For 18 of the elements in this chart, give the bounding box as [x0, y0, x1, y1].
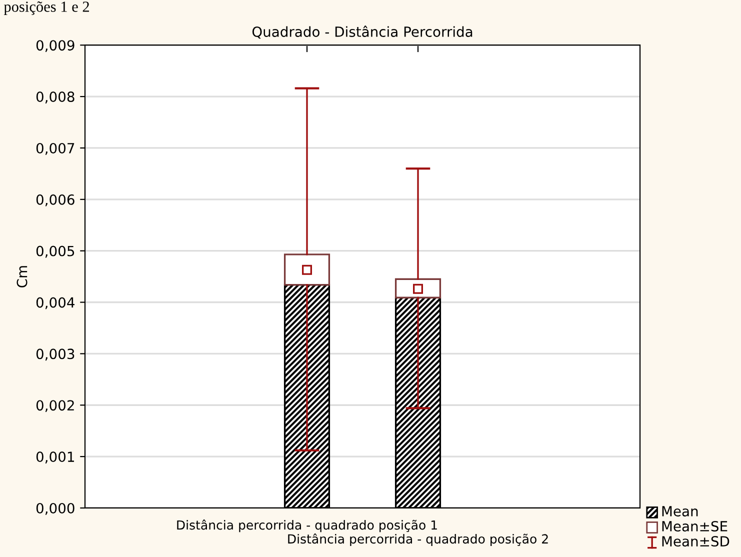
- x-tick-label: Distância percorrida - quadrado posição 2: [288, 533, 548, 546]
- chart-title: Quadrado - Distância Percorrida: [252, 26, 472, 39]
- text: posições 1 e 2: [4, 1, 89, 15]
- y-tick-label: 0,001: [36, 452, 74, 464]
- text: Mean±SE: [662, 521, 728, 532]
- y-tick-label: 0,000: [36, 502, 74, 515]
- x-tick-label: Distância percorrida - quadrado posição 1: [177, 520, 437, 532]
- y-tick-label: 0,009: [36, 40, 74, 52]
- y-axis-title: Cm: [16, 266, 28, 288]
- text: Mean: [662, 506, 698, 516]
- y-tick-label: 0,002: [36, 400, 74, 412]
- y-tick-label: 0,003: [36, 348, 74, 361]
- y-tick-label: 0,006: [36, 194, 74, 206]
- y-tick-label: 0,008: [36, 92, 74, 104]
- y-tick-label: 0,005: [36, 246, 74, 258]
- text: Mean±SD: [662, 536, 730, 547]
- y-tick-label: 0,007: [36, 142, 74, 155]
- y-tick-label: 0,004: [36, 297, 74, 310]
